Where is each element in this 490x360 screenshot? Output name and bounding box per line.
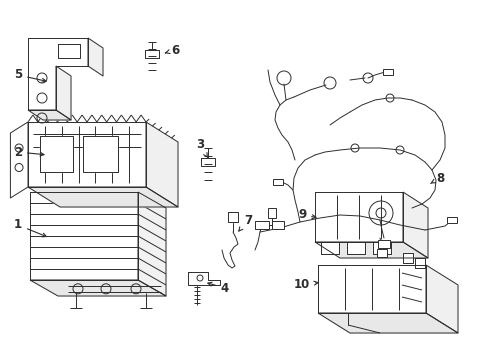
Bar <box>377 249 387 257</box>
Bar <box>383 69 393 75</box>
Bar <box>268 208 276 218</box>
Polygon shape <box>28 110 71 120</box>
Text: 6: 6 <box>165 44 179 57</box>
Polygon shape <box>318 265 426 313</box>
Polygon shape <box>146 122 178 207</box>
Text: 8: 8 <box>431 171 444 184</box>
Polygon shape <box>88 38 103 76</box>
Text: 2: 2 <box>14 145 44 158</box>
Bar <box>378 240 390 248</box>
Polygon shape <box>415 258 425 268</box>
Text: 4: 4 <box>208 282 229 294</box>
Bar <box>272 221 284 229</box>
Polygon shape <box>228 212 238 222</box>
Polygon shape <box>201 158 215 166</box>
Polygon shape <box>30 192 138 280</box>
Polygon shape <box>188 272 220 285</box>
Bar <box>273 179 283 185</box>
Text: 10: 10 <box>294 279 318 292</box>
Polygon shape <box>347 242 365 254</box>
Polygon shape <box>426 265 458 333</box>
Text: 9: 9 <box>298 208 316 221</box>
Polygon shape <box>10 122 28 198</box>
Polygon shape <box>28 187 178 207</box>
Bar <box>255 221 269 229</box>
Bar <box>447 217 457 223</box>
Polygon shape <box>321 242 339 254</box>
Polygon shape <box>56 66 71 120</box>
Polygon shape <box>315 192 403 242</box>
Text: 3: 3 <box>196 139 207 157</box>
Polygon shape <box>28 122 146 187</box>
Polygon shape <box>58 44 80 58</box>
Polygon shape <box>83 136 118 172</box>
Text: 1: 1 <box>14 219 46 237</box>
Polygon shape <box>403 192 428 258</box>
Polygon shape <box>315 242 428 258</box>
Polygon shape <box>138 192 166 296</box>
Polygon shape <box>373 242 391 254</box>
Text: 7: 7 <box>239 213 252 231</box>
Polygon shape <box>40 136 73 172</box>
Polygon shape <box>403 253 413 263</box>
Polygon shape <box>318 313 458 333</box>
Polygon shape <box>145 50 159 58</box>
Polygon shape <box>30 280 166 296</box>
Polygon shape <box>28 38 88 110</box>
Text: 5: 5 <box>14 68 46 82</box>
